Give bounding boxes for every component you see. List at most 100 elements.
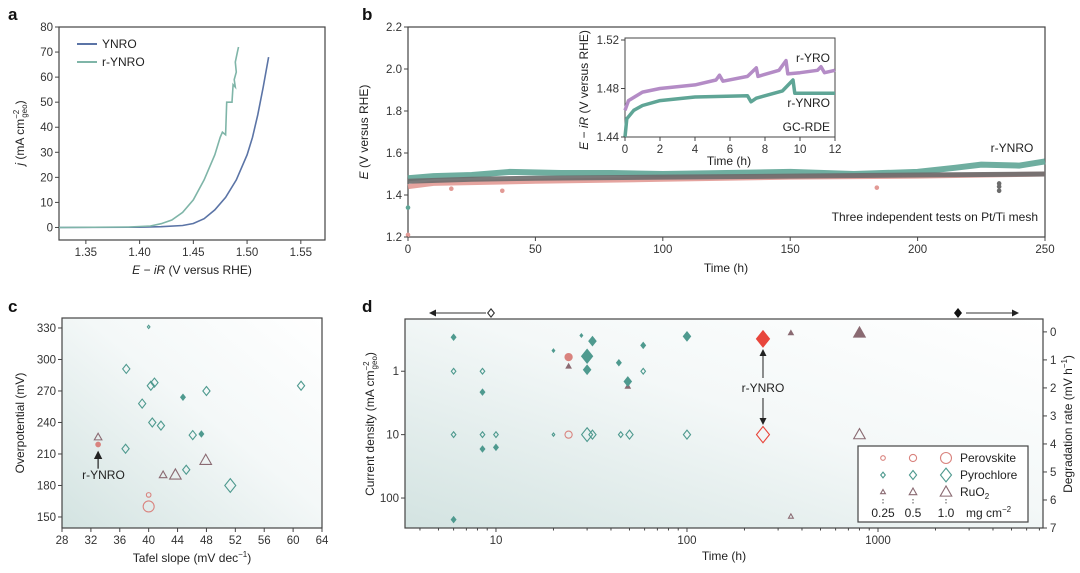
outlier-point	[449, 186, 454, 191]
data-point-pyrochlore-degradation	[580, 348, 594, 365]
data-point-pyrochlore-current	[588, 429, 597, 441]
inset-y-axis-tick-label: 1.48	[597, 84, 619, 96]
data-point-ruo2	[93, 432, 103, 441]
data-point-perovskite-degradation	[564, 352, 573, 362]
legend-symbol-perovskite	[939, 451, 953, 465]
legend-label: Perovskite	[960, 451, 1016, 465]
data-point-perovskite	[142, 500, 155, 513]
right-y-axis-d-tick-label: 7	[1050, 523, 1056, 535]
x-axis-c-tick-label: 44	[171, 535, 184, 547]
data-point-pyrochlore	[181, 464, 191, 476]
x-axis-c-tick-label: 64	[316, 535, 329, 547]
data-point-pyrochlore	[121, 443, 130, 455]
data-point-ruo2-current	[852, 427, 867, 440]
left-y-axis-d-tick-label: 100	[380, 493, 399, 505]
inset-y-axis-label-text: (V versus RHE)	[577, 30, 591, 117]
legend-label-main: RuO	[960, 485, 985, 499]
y-axis-c-tick-label: 240	[37, 417, 56, 429]
x-axis-a-tick-label: 1.35	[75, 247, 97, 259]
x-axis-c-tick-label: 40	[142, 535, 155, 547]
y-axis-a-tick-label: 70	[40, 47, 53, 59]
y-axis-label-a-text: (mA cm	[13, 119, 27, 163]
data-point-pyrochlore-degradation	[479, 445, 486, 453]
y-axis-c-tick-label: 330	[37, 323, 56, 335]
data-point-ruo2	[168, 467, 183, 480]
right-y-axis-label-d-end: )	[1061, 355, 1075, 359]
data-point-pyrochlore	[146, 380, 156, 392]
x-axis-c-tick-label: 36	[113, 535, 126, 547]
x-axis-c-tick-label: 32	[84, 535, 97, 547]
y-axis-c-tick-label: 270	[37, 386, 56, 398]
x-axis-d-tick-label: 10	[490, 535, 503, 547]
legend-symbol-pyrochlore	[908, 469, 918, 481]
series-line-r-YNRO	[58, 46, 240, 229]
filled-diamond-icon	[953, 307, 963, 319]
inset-x-axis-tick-label: 12	[829, 144, 842, 156]
legend-symbol-ruo2	[879, 488, 887, 495]
y-axis-label-a-italic: j	[13, 163, 27, 168]
y-axis-label-b-italic: E	[357, 170, 371, 179]
legend-loading-label: 0.25	[871, 506, 895, 520]
y-axis-c-tick-label: 300	[37, 354, 56, 366]
legend-d: Perovskite Pyrochlore RuO2 0.25 0.5 1.0 mg cm−…	[857, 445, 1029, 523]
data-point-pyrochlore-degradation	[551, 348, 556, 354]
outlier-point	[996, 181, 1002, 186]
inset-series-label: r-YRO	[796, 51, 830, 65]
x-axis-c-tick-label: 56	[258, 535, 271, 547]
series-band-test-1	[407, 158, 1046, 182]
data-point-pyrochlore-current	[625, 429, 634, 441]
x-axis-c-tick-label: 52	[229, 535, 242, 547]
inset-chart: 0 2 4 6 8 10 12 1.44 1.48 1.52 r-YRO r-YNRO GC-RDE Ti…	[577, 30, 841, 168]
data-point-pyrochlore-degradation	[640, 341, 647, 350]
inset-y-axis-tick-label: 1.44	[597, 132, 620, 144]
right-y-axis-d-tick-label: 4	[1050, 439, 1057, 451]
legend-symbol-pyrochlore	[879, 471, 887, 479]
y-axis-b-tick-label: 1.8	[386, 106, 402, 118]
data-point-ruo2	[199, 453, 213, 465]
data-point-ruo2	[158, 469, 168, 479]
y-axis-b-tick-label: 2.2	[386, 22, 402, 34]
x-axis-a-tick-label: 1.40	[128, 247, 150, 259]
outlier-point	[405, 205, 411, 210]
data-point-pyrochlore	[188, 429, 198, 441]
data-point-pyrochlore	[156, 420, 166, 432]
right-y-axis-d-tick-label: 3	[1050, 411, 1056, 423]
left-y-axis-label-d-superscript: −2	[362, 361, 371, 371]
data-point-pyrochlore	[146, 324, 151, 330]
data-point-pyrochlore	[137, 398, 147, 409]
y-axis-label-a-subscript: geo	[20, 104, 29, 118]
outlier-point	[874, 185, 880, 190]
data-point-pyrochlore	[224, 477, 237, 494]
watermark-logo	[5, 543, 46, 562]
panel-label: d	[362, 297, 372, 316]
inset-series-label: r-YNRO	[787, 96, 830, 110]
series-annotation: r-YNRO	[991, 141, 1034, 155]
x-axis-a-tick-label: 1.50	[236, 247, 258, 259]
x-axis-a-tick-label: 1.55	[290, 247, 312, 259]
data-point-pyrochlore-degradation	[492, 443, 499, 452]
left-y-axis-label-d: Current density (mA cm−2geo)	[362, 352, 379, 496]
legend-symbol-perovskite	[880, 455, 886, 461]
x-axis-b-tick-label: 100	[653, 244, 672, 256]
right-y-axis-d-tick-label: 6	[1050, 495, 1056, 507]
data-point-pyrochlore	[296, 380, 306, 392]
left-y-axis-d-tick-label: 10	[386, 430, 399, 442]
data-point-pyrochlore-current	[479, 367, 486, 375]
y-axis-label-b: E (V versus RHE)	[357, 85, 371, 180]
point-annotation: r-YNRO	[82, 468, 125, 482]
inset-series-r-YNRO	[623, 78, 835, 138]
y-axis-a-tick-label: 0	[47, 222, 53, 234]
x-axis-label-c-text: Tafel slope (mV dec	[133, 551, 238, 565]
x-axis-b-tick-label: 250	[1035, 244, 1054, 256]
legend-loading-label: 0.5	[905, 506, 922, 520]
test-note: Three independent tests on Pt/Ti mesh	[832, 210, 1038, 224]
right-y-axis-d-tick-label: 5	[1050, 467, 1056, 479]
right-y-axis-d-tick-label: 0	[1050, 327, 1056, 339]
x-axis-label-a-text: (V versus RHE)	[165, 263, 252, 277]
x-axis-label-c-end: )	[247, 551, 251, 565]
y-axis-label-a: j (mA cm−2geo)	[12, 100, 29, 167]
data-point-perovskite	[145, 492, 152, 498]
data-point-pyrochlore	[121, 363, 131, 375]
